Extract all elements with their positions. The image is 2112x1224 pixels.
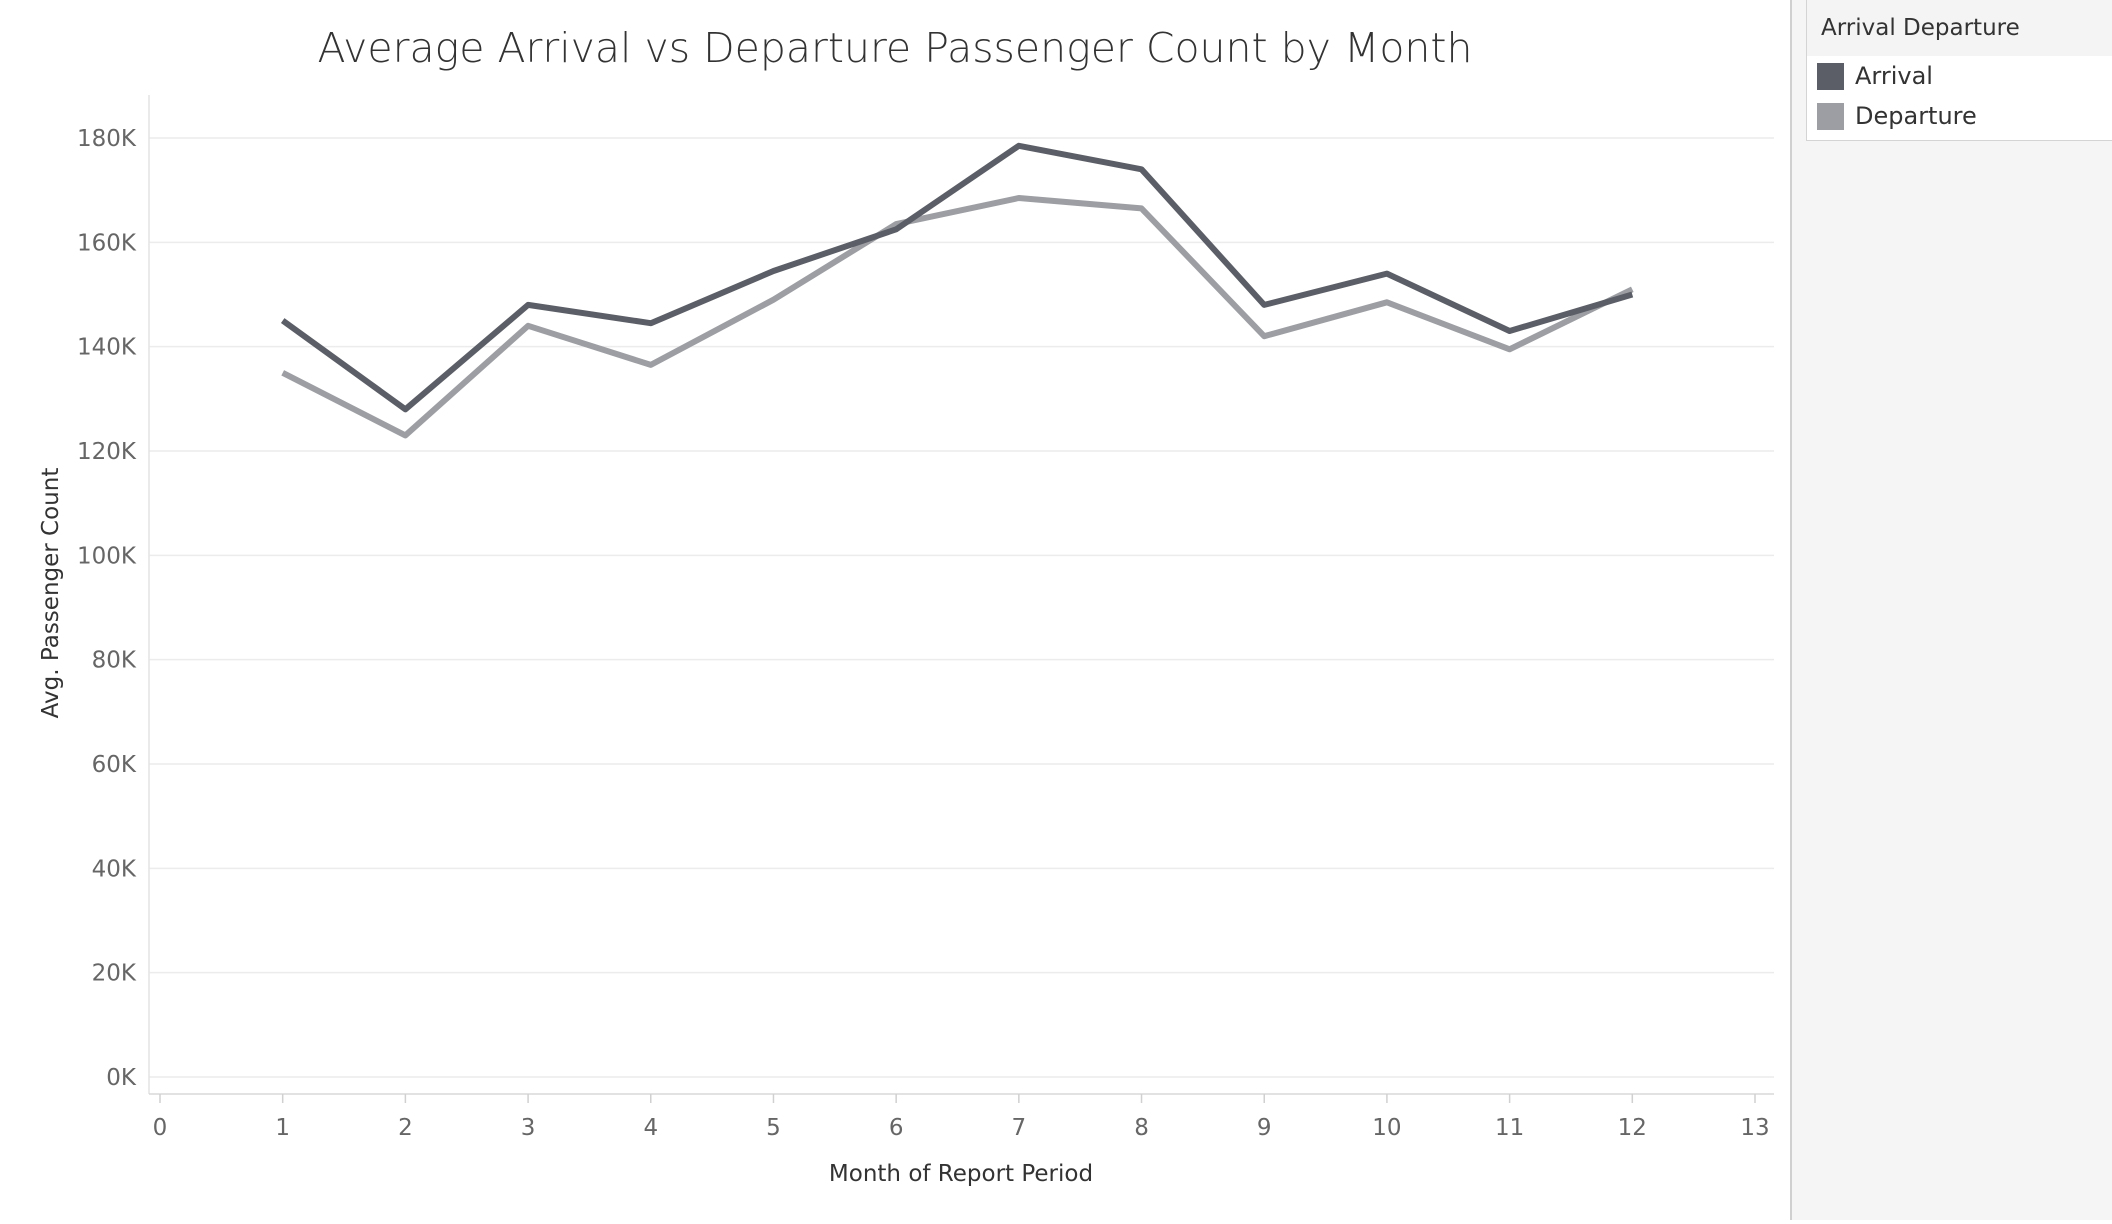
series-line-departure[interactable] [281,195,1634,439]
legend-label-arrival: Arrival [1855,62,1933,90]
x-tick-label: 9 [1257,1115,1272,1141]
y-tick-label: 100K [77,543,137,569]
series-line-arrival[interactable] [280,142,1634,413]
x-tick-label: 2 [398,1115,413,1141]
legend-side-panel [1790,0,2112,1220]
y-tick-label: 120K [77,439,137,465]
x-tick-label: 13 [1740,1115,1769,1141]
x-tick-label: 12 [1618,1115,1647,1141]
y-tick-label: 20K [92,961,137,987]
x-tick-label: 0 [153,1115,168,1141]
x-tick-label: 5 [766,1115,781,1141]
x-tick-label: 8 [1134,1115,1149,1141]
chart-title: Average Arrival vs Departure Passenger C… [318,24,1473,72]
y-tick-label: 140K [77,335,137,361]
y-tick-label: 80K [92,648,137,674]
x-tick-label: 7 [1012,1115,1027,1141]
legend-item-arrival[interactable]: Arrival [1807,56,2112,96]
legend-label-departure: Departure [1855,102,1977,130]
legend: Arrival Departure Arrival Departure [1806,0,2112,141]
y-tick-label: 40K [92,856,137,882]
x-tick-label: 11 [1495,1115,1524,1141]
x-tick-label: 1 [275,1115,290,1141]
x-axis-title: Month of Report Period [829,1161,1093,1187]
legend-swatch-departure [1817,102,1844,130]
y-tick-label: 160K [77,230,137,256]
legend-item-departure[interactable]: Departure [1807,96,2112,136]
y-tick-label: 60K [92,752,137,778]
legend-title: Arrival Departure [1807,0,2112,56]
x-tick-label: 10 [1372,1115,1401,1141]
x-tick-label: 6 [889,1115,904,1141]
y-axis-title: Avg. Passenger Count [38,468,64,719]
legend-swatch-arrival [1817,62,1844,90]
gridlines [149,137,1774,1078]
x-tick-label: 4 [643,1115,658,1141]
line-chart: Average Arrival vs Departure Passenger C… [38,24,1774,1187]
series-lines [280,142,1634,439]
y-tick-label: 0K [106,1065,137,1091]
x-tick-label: 3 [521,1115,536,1141]
y-tick-label: 180K [77,126,137,152]
